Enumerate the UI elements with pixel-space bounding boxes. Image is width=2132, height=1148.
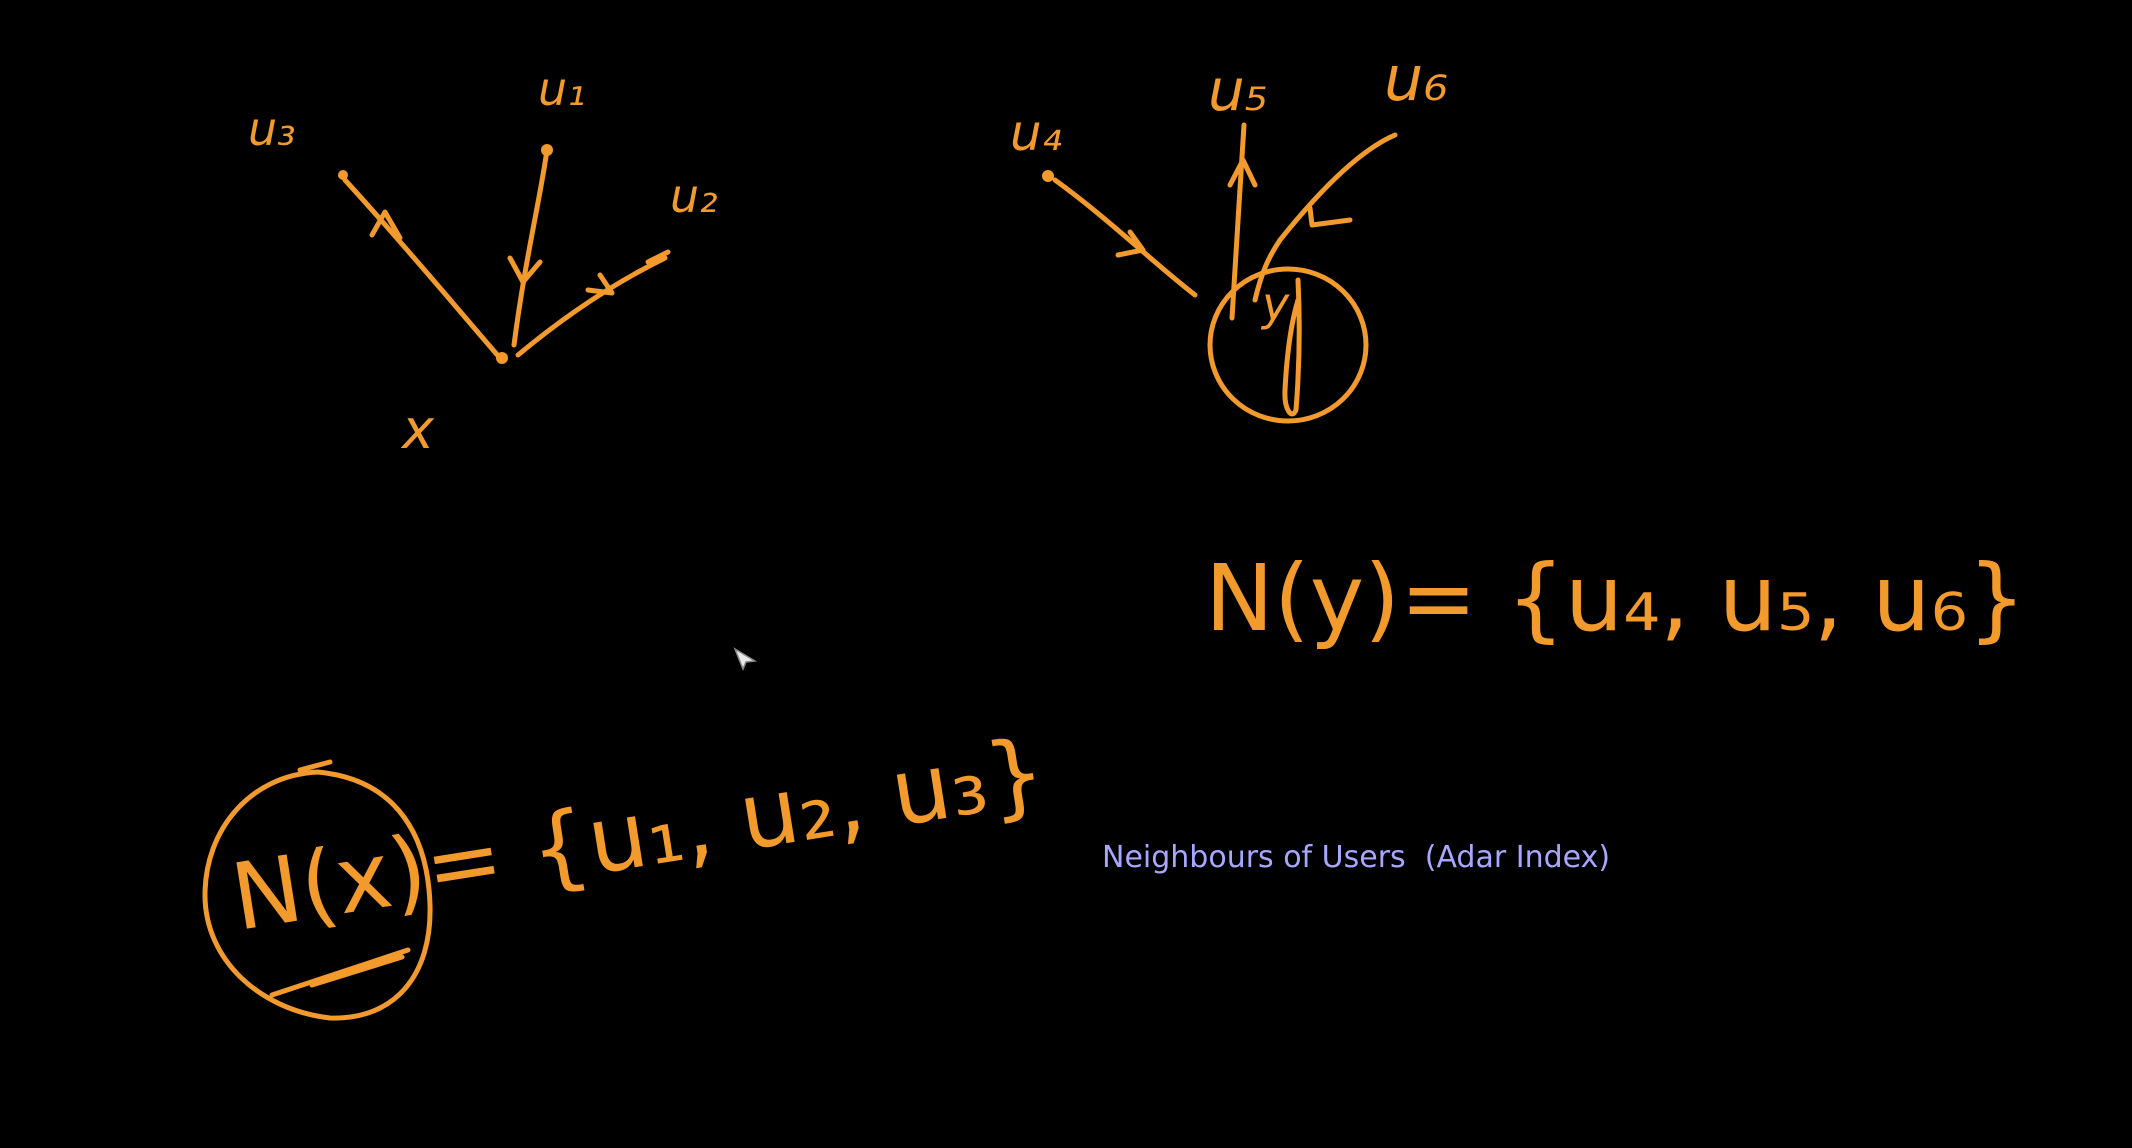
label-u4: u₄ (1010, 104, 1062, 162)
arrowhead-y-u5 (1227, 157, 1258, 188)
label-x: x (400, 398, 435, 461)
nx-circle (202, 769, 433, 1021)
edge-x-u3 (342, 177, 503, 361)
edge-u4-y (1052, 177, 1198, 298)
hand-labels: u₃ u₁ u₂ x u₄ u₅ u₆ y N(y)= {u₄, u₅, u₆}… (225, 42, 2026, 952)
arrowhead-x-u2 (585, 272, 615, 296)
edge-x-u2 (515, 255, 668, 358)
node-u2-mark (645, 249, 671, 265)
diagram-caption: Neighbours of Users (Adar Index) (1102, 840, 1611, 875)
edge-y-u5 (1229, 122, 1247, 321)
equation-nx: N(x)= {u₁, u₂, u₃} (225, 718, 1053, 952)
cursor-trace (297, 759, 333, 773)
arrowhead-u4-y (1115, 229, 1146, 258)
nx-underline (269, 947, 411, 998)
node-u1-dot (541, 144, 553, 156)
left-graph (338, 144, 671, 364)
node-y-stroke (1282, 277, 1302, 417)
edge-u1-x (511, 147, 550, 348)
edge-u6-y (1252, 132, 1398, 303)
label-y: y (1260, 277, 1290, 331)
arrowhead-x-u3 (369, 209, 403, 241)
arrowhead-u1-x (507, 255, 543, 285)
pointer-cursor-icon (733, 647, 757, 671)
equation-ny: N(y)= {u₄, u₅, u₆} (1205, 545, 2026, 652)
nx-annotation (202, 759, 433, 1021)
label-u2: u₂ (670, 169, 718, 223)
node-y-circle (1207, 266, 1369, 424)
label-u1: u₁ (538, 62, 586, 116)
arrowhead-u6-y (1307, 205, 1353, 228)
label-u3: u₃ (248, 102, 296, 156)
label-u5: u₅ (1208, 56, 1268, 124)
node-u4-dot (1042, 170, 1054, 182)
label-u6: u₆ (1384, 42, 1448, 115)
node-u3-dot (338, 170, 348, 180)
right-graph (1042, 122, 1398, 424)
